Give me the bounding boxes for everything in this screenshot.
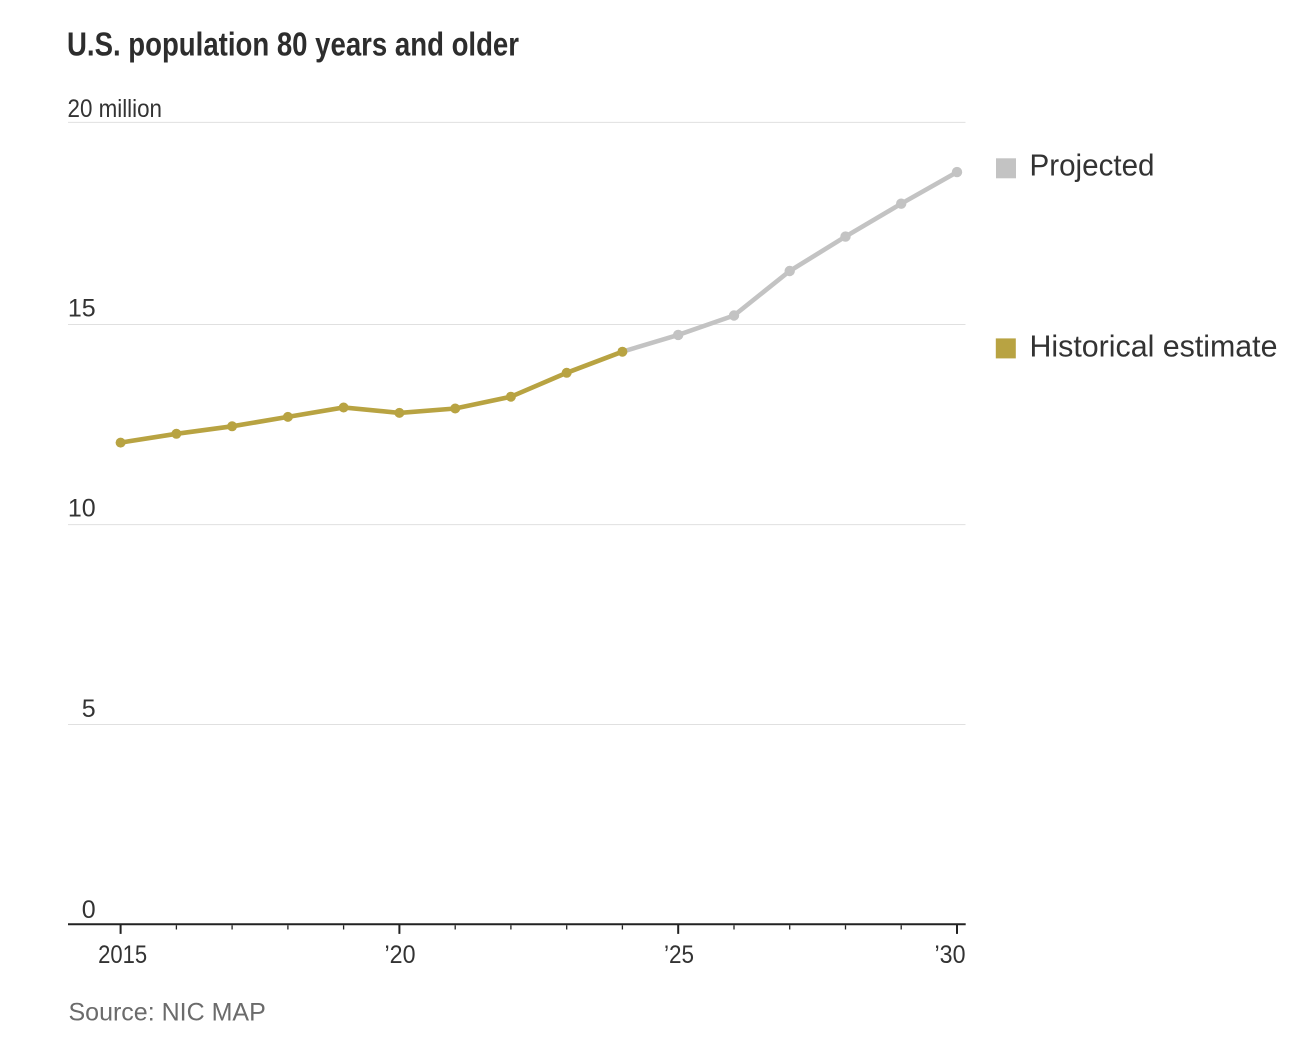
svg-text:’20: ’20 — [385, 941, 416, 969]
svg-text:5: 5 — [82, 695, 96, 723]
svg-text:Source: NIC MAP: Source: NIC MAP — [69, 999, 266, 1027]
svg-text:20 million: 20 million — [68, 95, 163, 123]
svg-text:U.S. population 80 years and o: U.S. population 80 years and older — [67, 26, 519, 63]
svg-text:Historical estimate: Historical estimate — [1030, 329, 1278, 364]
svg-text:’30: ’30 — [935, 941, 966, 969]
svg-text:Projected: Projected — [1030, 147, 1155, 182]
svg-text:10: 10 — [68, 494, 96, 522]
svg-text:15: 15 — [68, 294, 96, 322]
svg-text:’25: ’25 — [664, 941, 694, 969]
svg-text:0: 0 — [82, 896, 96, 924]
svg-text:2015: 2015 — [98, 941, 147, 969]
